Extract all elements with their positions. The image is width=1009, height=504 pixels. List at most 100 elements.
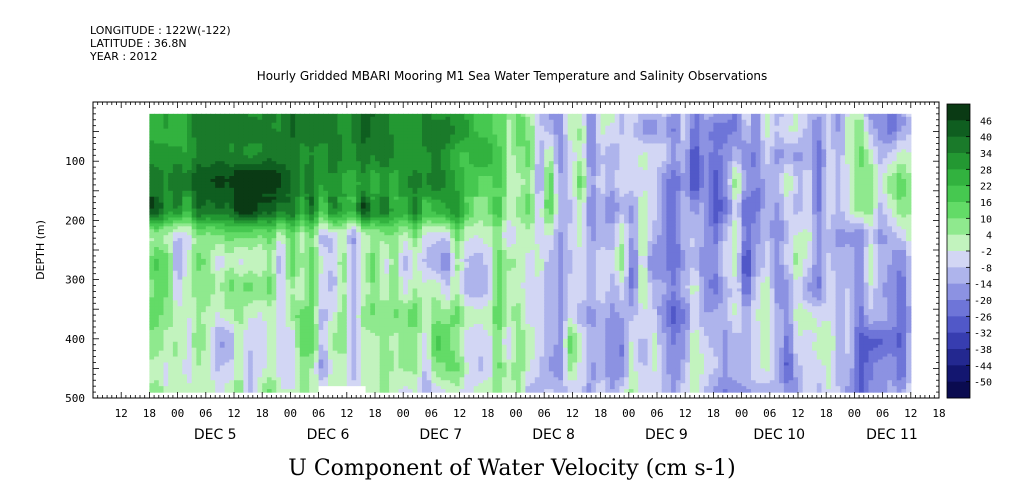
heatmap-cell xyxy=(168,119,174,124)
heatmap-cell xyxy=(154,143,160,147)
heatmap-cell xyxy=(351,338,357,343)
heatmap-cell xyxy=(281,291,287,295)
heatmap-cell xyxy=(379,353,385,358)
heatmap-cell xyxy=(168,350,174,355)
heatmap-cell xyxy=(262,235,268,239)
heatmap-cell xyxy=(285,140,291,145)
heatmap-cell xyxy=(295,341,301,346)
heatmap-cell xyxy=(168,208,174,213)
heatmap-cell xyxy=(149,270,155,275)
heatmap-cell xyxy=(299,143,306,147)
heatmap-cell xyxy=(196,383,202,387)
heatmap-cell xyxy=(238,223,244,227)
heatmap-cell xyxy=(290,241,296,245)
heatmap-cell xyxy=(238,264,244,269)
heatmap-cell xyxy=(313,267,320,272)
heatmap-cell xyxy=(328,208,334,213)
heatmap-cell xyxy=(248,131,254,136)
heatmap-cell xyxy=(215,113,221,118)
heatmap-cell xyxy=(271,270,277,275)
heatmap-cell xyxy=(210,276,216,281)
heatmap-cell xyxy=(389,232,395,236)
heatmap-cell xyxy=(295,270,301,275)
heatmap-cell xyxy=(149,211,155,216)
heatmap-cell xyxy=(304,282,310,287)
heatmap-cell xyxy=(154,347,160,352)
heatmap-cell xyxy=(182,173,188,177)
heatmap-cell xyxy=(356,167,362,171)
heatmap-cell xyxy=(299,164,306,168)
heatmap-cell xyxy=(191,113,197,118)
heatmap-cell xyxy=(224,294,230,298)
heatmap-cell xyxy=(318,178,324,183)
heatmap-cell xyxy=(281,306,287,310)
heatmap-cell xyxy=(243,190,249,195)
heatmap-cell xyxy=(187,297,193,301)
heatmap-cell xyxy=(342,140,348,145)
heatmap-cell xyxy=(201,116,207,121)
heatmap-cell xyxy=(360,359,367,364)
heatmap-cell xyxy=(191,365,197,369)
heatmap-cell xyxy=(252,214,259,219)
heatmap-cell xyxy=(360,193,367,198)
heatmap-cell xyxy=(252,324,259,328)
heatmap-cell xyxy=(370,309,376,313)
heatmap-cell xyxy=(295,149,301,153)
heatmap-cell xyxy=(224,247,230,251)
heatmap-cell xyxy=(299,202,306,207)
heatmap-cell xyxy=(158,353,165,358)
heatmap-cell xyxy=(201,261,207,266)
heatmap-cell xyxy=(285,347,291,352)
heatmap-cell xyxy=(266,297,273,301)
heatmap-cell xyxy=(271,368,277,372)
heatmap-cell xyxy=(360,208,367,213)
heatmap-cell xyxy=(172,326,179,331)
heatmap-cell xyxy=(248,146,254,150)
heatmap-cell xyxy=(276,137,282,142)
heatmap-cell xyxy=(379,276,385,281)
heatmap-cell xyxy=(154,344,160,349)
heatmap-cell xyxy=(163,335,169,340)
heatmap-cell xyxy=(393,155,400,159)
heatmap-cell xyxy=(393,252,400,257)
heatmap-cell xyxy=(375,359,381,364)
heatmap-cell xyxy=(346,258,353,263)
heatmap-cell xyxy=(248,347,254,352)
heatmap-cell xyxy=(201,125,207,130)
heatmap-cell xyxy=(219,202,226,207)
heatmap-cell xyxy=(205,220,212,224)
heatmap-cell xyxy=(154,288,160,293)
heatmap-cell xyxy=(342,143,348,147)
heatmap-cell xyxy=(328,326,334,331)
heatmap-cell xyxy=(172,332,179,337)
heatmap-cell xyxy=(393,273,400,278)
heatmap-cell xyxy=(219,244,226,248)
heatmap-cell xyxy=(389,353,395,358)
heatmap-cell xyxy=(224,306,230,310)
heatmap-cell xyxy=(323,344,329,349)
heatmap-cell xyxy=(304,119,310,124)
heatmap-cell xyxy=(158,267,165,272)
heatmap-cell xyxy=(290,146,296,150)
heatmap-cell xyxy=(252,202,259,207)
heatmap-cell xyxy=(177,329,183,334)
heatmap-cell xyxy=(205,208,212,213)
heatmap-cell xyxy=(384,318,390,322)
heatmap-cell xyxy=(205,341,212,346)
heatmap-cell xyxy=(271,332,277,337)
heatmap-cell xyxy=(365,131,371,136)
heatmap-cell xyxy=(346,347,353,352)
heatmap-cell xyxy=(177,238,183,242)
heatmap-cell xyxy=(295,146,301,150)
heatmap-cell xyxy=(229,312,235,316)
heatmap-cell xyxy=(332,164,338,168)
heatmap-cell xyxy=(295,152,301,156)
heatmap-cell xyxy=(257,238,263,242)
heatmap-cell xyxy=(219,232,226,236)
heatmap-cell xyxy=(252,250,259,254)
heatmap-cell xyxy=(238,294,244,298)
heatmap-cell xyxy=(205,238,212,242)
heatmap-cell xyxy=(163,217,169,221)
heatmap-cell xyxy=(379,258,385,263)
heatmap-cell xyxy=(257,181,263,186)
